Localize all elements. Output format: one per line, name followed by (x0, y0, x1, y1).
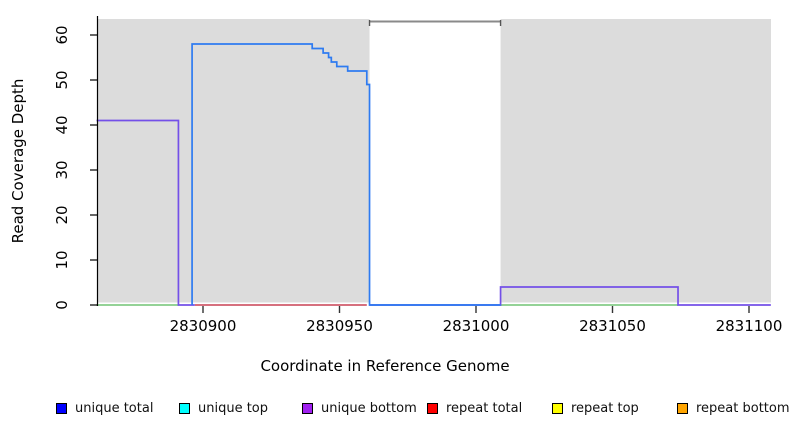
legend-swatch-icon (427, 402, 438, 414)
y-tick-label: 10 (53, 250, 71, 270)
y-tick-label: 30 (53, 160, 71, 180)
legend-label: repeat top (571, 400, 639, 416)
x-tick-label: 2831050 (579, 316, 646, 335)
y-tick-label: 50 (53, 70, 71, 90)
y-tick-label: 40 (53, 115, 71, 135)
x-tick-label: 2831100 (715, 316, 783, 335)
y-axis-title: Read Coverage Depth (9, 78, 27, 244)
y-tick-label: 0 (53, 300, 71, 310)
legend-item-repeat-bottom: repeat bottom (677, 400, 790, 416)
uncovered-gap-region (369, 19, 501, 303)
legend: unique total unique top unique bottom repea… (0, 399, 792, 417)
legend-swatch-icon (302, 402, 313, 414)
legend-label: unique bottom (321, 400, 417, 416)
legend-label: unique top (198, 400, 269, 416)
y-tick-label: 60 (53, 25, 71, 45)
x-axis-title: Coordinate in Reference Genome (260, 357, 510, 375)
legend-label: repeat total (446, 400, 523, 416)
legend-label: repeat bottom (696, 400, 790, 416)
legend-label: unique total (75, 400, 154, 416)
legend-swatch-icon (552, 402, 563, 414)
legend-swatch-icon (179, 402, 190, 414)
legend-item-repeat-total: repeat total (427, 400, 522, 416)
x-tick-label: 2830900 (169, 316, 237, 335)
legend-item-unique-bottom: unique bottom (302, 400, 417, 416)
legend-item-unique-top: unique top (179, 400, 268, 416)
series-line-unique-total (191, 43, 501, 306)
x-tick-label: 2831000 (442, 316, 510, 335)
series-line-unique-bottom (96, 119, 195, 306)
x-tick-label: 2830950 (306, 316, 373, 335)
legend-item-unique-total: unique total (56, 400, 153, 416)
y-tick-label: 20 (53, 205, 71, 225)
legend-item-repeat-top: repeat top (552, 400, 639, 416)
legend-swatch-icon (56, 402, 67, 414)
legend-swatch-icon (677, 402, 688, 414)
